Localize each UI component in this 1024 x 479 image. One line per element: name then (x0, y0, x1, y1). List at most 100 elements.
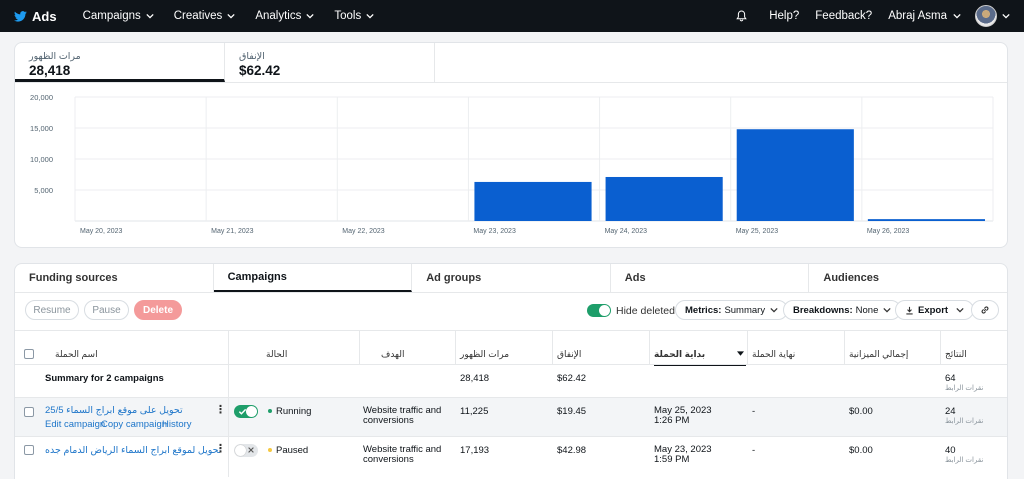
tab-campaigns[interactable]: Campaigns (213, 264, 413, 292)
x-tick-label: May 20, 2023 (80, 228, 123, 235)
row-checkbox[interactable] (24, 445, 34, 455)
account-menu[interactable]: Abraj Asma (880, 10, 969, 22)
bar-chart: 5,000 10,000 15,000 20,000 May 20, 2023 May 2… (30, 93, 994, 235)
col-start-date-label: بداية الحملة (654, 349, 706, 359)
results-sub: نقرات الرابط (945, 418, 984, 425)
y-tick-label: 15,000 (30, 124, 53, 133)
edit-campaign-link[interactable]: Edit campaign (45, 419, 106, 430)
results-value: 24 (945, 406, 956, 417)
twitter-bird-icon (14, 10, 27, 22)
table-row[interactable]: تحويل على موقع ابراج السماء 25/5 Edit ca… (15, 397, 1007, 437)
resume-button[interactable]: Resume (25, 300, 79, 320)
col-spend[interactable]: الإنفاق (557, 349, 582, 359)
campaign-status-toggle[interactable] (234, 405, 258, 418)
spend-value: $19.45 (557, 406, 587, 417)
campaign-name-link[interactable]: تحويل لموقع ابراج السماء الرياض الدمام ج… (45, 445, 222, 456)
nav-creatives-label: Creatives (173, 10, 223, 22)
start-date: May 23, 2023 (654, 444, 712, 455)
campaign-name-link[interactable]: تحويل على موقع ابراج السماء 25/5 (45, 405, 183, 416)
start-time: 1:26 PM (654, 415, 690, 426)
select-all-checkbox[interactable] (24, 349, 34, 359)
objective-line: Website traffic and (363, 444, 442, 455)
start-date: May 25, 2023 (654, 405, 712, 416)
breakdowns-dropdown-value: None (855, 304, 879, 316)
budget-value: $0.00 (849, 406, 873, 417)
tab-ads[interactable]: Ads (611, 264, 810, 292)
nav-campaigns[interactable]: Campaigns (73, 10, 164, 22)
bar (474, 181, 592, 221)
objective: Website traffic and conversions (363, 445, 441, 465)
budget-value: $0.00 (849, 445, 873, 456)
nav-tools-label: Tools (334, 10, 362, 22)
help-link[interactable]: Help? (769, 10, 800, 22)
history-link[interactable]: History (162, 419, 192, 430)
tab-funding-sources[interactable]: Funding sources (15, 264, 214, 292)
summary-row: Summary for 2 campaigns 28,418 $62.42 64… (15, 364, 1007, 398)
metric-label: الإنفاق (239, 51, 265, 62)
col-budget[interactable]: إجمالي الميزانية (849, 349, 909, 359)
more-options-icon[interactable]: ⋮ (215, 443, 226, 455)
y-tick-label: 5,000 (34, 186, 53, 195)
status-label: Paused (276, 445, 309, 456)
delete-button[interactable]: Delete (134, 300, 182, 320)
metrics-dropdown[interactable]: Metrics: Summary (675, 300, 789, 320)
pause-button[interactable]: Pause (84, 300, 129, 320)
tab-ad-groups[interactable]: Ad groups (412, 264, 611, 292)
nav-tools[interactable]: Tools (324, 10, 384, 22)
avatar-button[interactable] (969, 5, 1010, 27)
metric-label: مرات الظهور (29, 51, 81, 62)
breakdowns-dropdown[interactable]: Breakdowns: None (783, 300, 902, 320)
col-name[interactable]: اسم الحملة (55, 349, 98, 359)
nav-creatives[interactable]: Creatives (164, 10, 246, 22)
share-link-button[interactable] (971, 300, 999, 320)
download-icon (906, 306, 913, 314)
user-name: Abraj Asma (888, 10, 947, 22)
col-status[interactable]: الحالة (266, 349, 288, 359)
spend-value: $42.98 (557, 445, 587, 456)
feedback-link[interactable]: Feedback? (815, 10, 873, 22)
results-sub: نقرات الرابط (945, 457, 984, 464)
col-results[interactable]: النتائج (945, 349, 967, 359)
metric-tab-spend[interactable]: الإنفاق $62.42 (225, 43, 435, 82)
top-navigation: Ads Campaigns Creatives Analytics Tools … (0, 0, 1024, 32)
col-start-date[interactable]: بداية الحملة (654, 349, 746, 366)
copy-campaign-link[interactable]: Copy campaign (101, 419, 168, 430)
metrics-dropdown-value: Summary (724, 304, 766, 316)
ads-logo[interactable]: Ads (14, 9, 57, 24)
bar (736, 129, 854, 221)
campaign-status-toggle[interactable] (234, 444, 258, 457)
bell-icon[interactable] (736, 10, 747, 22)
x-tick-label: May 21, 2023 (211, 228, 254, 235)
x-tick-label: May 26, 2023 (867, 228, 910, 235)
objective-line: conversions (363, 454, 414, 465)
x-tick-label: May 25, 2023 (736, 228, 779, 235)
nav-analytics[interactable]: Analytics (245, 10, 324, 22)
col-impressions[interactable]: مرات الظهور (460, 349, 510, 359)
status-paused: Paused (268, 445, 308, 456)
results-value: 40 (945, 445, 956, 456)
x-tick-label: May 22, 2023 (342, 228, 385, 235)
chevron-down-icon (306, 13, 314, 19)
col-objective[interactable]: الهدف (381, 349, 405, 359)
status-dot (268, 448, 272, 453)
tab-audiences[interactable]: Audiences (823, 272, 880, 284)
col-end-date[interactable]: نهاية الحملة (752, 349, 796, 359)
impressions-value: 17,193 (460, 445, 490, 456)
table-header: اسم الحملة الحالة الهدف مرات الظهور الإن… (15, 330, 1007, 366)
row-checkbox[interactable] (24, 407, 34, 417)
more-options-icon[interactable]: ⋮ (215, 404, 226, 416)
table-row[interactable]: تحويل لموقع ابراج السماء الرياض الدمام ج… (15, 436, 1007, 477)
objective-line: conversions (363, 415, 414, 426)
hide-deleted-toggle[interactable] (587, 304, 611, 317)
impressions-value: 11,225 (460, 406, 489, 417)
x-icon (248, 447, 254, 453)
metrics-dropdown-label: Metrics: (685, 304, 722, 316)
chevron-down-icon (953, 13, 961, 19)
campaigns-card: Funding sources Campaigns Ad groups Ads … (14, 263, 1008, 479)
export-button[interactable]: Export (895, 300, 975, 320)
summary-results-sub: نقرات الرابط (945, 385, 984, 392)
brand-label: Ads (32, 8, 57, 24)
nav-campaigns-label: Campaigns (82, 10, 141, 22)
summary-impressions: 28,418 (460, 373, 490, 384)
metric-tab-impressions[interactable]: مرات الظهور 28,418 (15, 43, 225, 82)
